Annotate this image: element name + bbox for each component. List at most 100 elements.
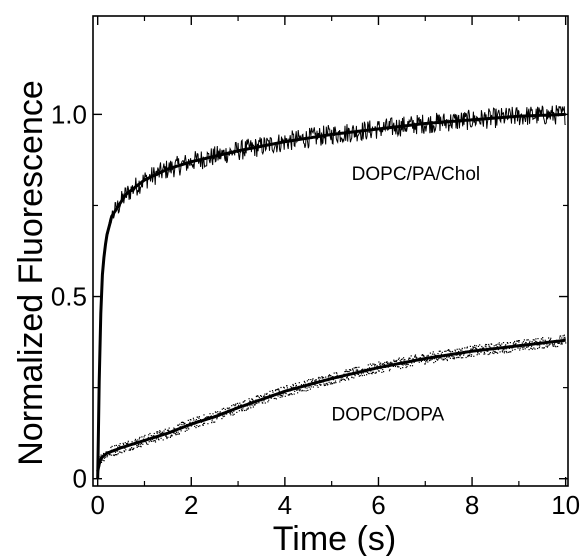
data-point bbox=[507, 342, 509, 344]
data-point bbox=[353, 377, 355, 379]
y-tick-label: 0.5 bbox=[51, 282, 87, 312]
data-point bbox=[131, 447, 133, 449]
data-point bbox=[488, 345, 490, 347]
data-point bbox=[139, 443, 141, 445]
data-point bbox=[174, 433, 177, 435]
data-point bbox=[513, 342, 515, 344]
data-point bbox=[198, 417, 200, 419]
data-point bbox=[177, 431, 179, 433]
data-point bbox=[411, 362, 413, 364]
data-point bbox=[467, 355, 469, 358]
data-point bbox=[240, 408, 243, 410]
data-point bbox=[418, 361, 420, 363]
data-point bbox=[221, 408, 223, 410]
annotation-dopc-pa-chol: DOPC/PA/Chol bbox=[352, 164, 480, 185]
data-point bbox=[326, 382, 328, 384]
data-point bbox=[128, 449, 130, 451]
data-point bbox=[344, 371, 346, 373]
data-point bbox=[290, 393, 292, 395]
data-point bbox=[114, 445, 116, 447]
data-point bbox=[217, 411, 219, 413]
data-point bbox=[499, 351, 501, 353]
data-point bbox=[275, 398, 277, 400]
data-point bbox=[503, 352, 505, 354]
data-point bbox=[486, 350, 488, 352]
data-point bbox=[434, 358, 436, 360]
data-point bbox=[139, 436, 141, 438]
data-point bbox=[167, 429, 169, 431]
data-point bbox=[396, 359, 398, 362]
data-point bbox=[530, 347, 532, 350]
data-point bbox=[560, 335, 562, 337]
data-point bbox=[190, 419, 192, 421]
data-point bbox=[444, 358, 446, 360]
data-point bbox=[140, 446, 142, 448]
data-point bbox=[150, 440, 152, 442]
data-point bbox=[258, 402, 260, 404]
data-point bbox=[319, 377, 321, 379]
data-point bbox=[317, 386, 319, 388]
data-point bbox=[106, 456, 108, 458]
data-point bbox=[311, 379, 314, 381]
data-point bbox=[333, 382, 335, 384]
data-point bbox=[405, 366, 407, 369]
data-point bbox=[209, 413, 211, 415]
data-point bbox=[316, 385, 318, 387]
data-point bbox=[197, 416, 199, 418]
data-point bbox=[286, 387, 288, 389]
data-point bbox=[271, 390, 274, 392]
data-point bbox=[379, 363, 381, 365]
data-point bbox=[357, 373, 360, 375]
data-point bbox=[366, 374, 368, 376]
data-point bbox=[119, 443, 121, 445]
data-point bbox=[124, 447, 126, 449]
data-point bbox=[495, 344, 497, 346]
series-layer bbox=[96, 105, 567, 479]
data-point bbox=[257, 395, 259, 397]
data-point bbox=[537, 347, 539, 350]
data-point bbox=[559, 337, 561, 339]
data-point bbox=[501, 343, 503, 345]
data-point bbox=[458, 348, 460, 350]
data-point bbox=[398, 357, 400, 359]
y-tick-label: 1.0 bbox=[51, 99, 87, 129]
data-point bbox=[363, 374, 365, 376]
data-point bbox=[368, 367, 371, 369]
data-point bbox=[485, 346, 487, 348]
data-point bbox=[487, 353, 489, 356]
data-point bbox=[475, 347, 477, 349]
data-point bbox=[450, 351, 452, 353]
data-point bbox=[528, 349, 530, 351]
data-point bbox=[247, 408, 249, 410]
data-point bbox=[195, 419, 197, 421]
data-point bbox=[346, 376, 348, 378]
data-point bbox=[330, 381, 332, 384]
data-point bbox=[432, 351, 434, 353]
data-point bbox=[194, 425, 196, 427]
annotations-layer: DOPC/PA/Chol DOPC/DOPA bbox=[332, 164, 481, 425]
plot-frame bbox=[92, 15, 569, 487]
data-point bbox=[341, 378, 343, 380]
data-point bbox=[127, 442, 129, 444]
x-tick-label: 8 bbox=[465, 490, 479, 520]
data-point bbox=[422, 354, 424, 356]
data-point bbox=[165, 435, 167, 437]
data-point bbox=[280, 394, 282, 396]
data-point bbox=[411, 365, 414, 367]
data-point bbox=[144, 434, 146, 436]
data-point bbox=[134, 438, 137, 440]
x-tick-label: 2 bbox=[184, 490, 198, 520]
data-point bbox=[478, 353, 480, 355]
data-point bbox=[215, 411, 217, 414]
data-point bbox=[277, 395, 279, 397]
data-point bbox=[509, 342, 511, 344]
data-point bbox=[143, 436, 145, 438]
data-point bbox=[291, 393, 293, 396]
data-point bbox=[457, 356, 459, 358]
data-point bbox=[267, 401, 269, 403]
data-point bbox=[309, 388, 311, 390]
data-point bbox=[278, 389, 280, 391]
data-point bbox=[401, 358, 403, 360]
data-point bbox=[453, 356, 455, 358]
data-point bbox=[187, 419, 189, 421]
